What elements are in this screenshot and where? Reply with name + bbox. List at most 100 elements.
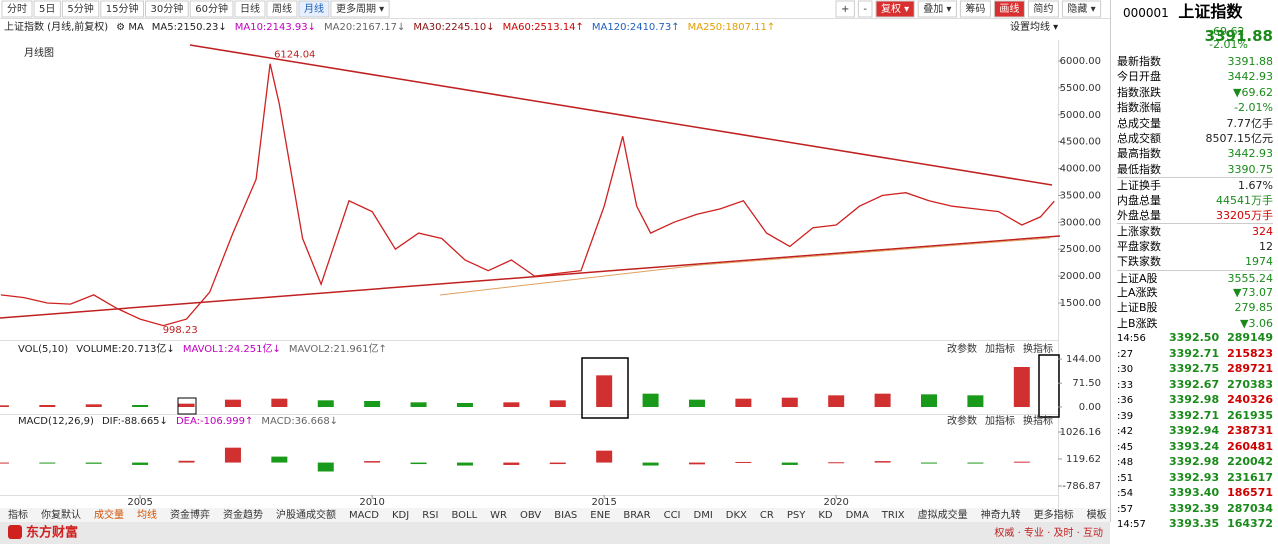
period-tab[interactable]: 30分钟 bbox=[150, 2, 183, 15]
panel-button[interactable]: 换指标 bbox=[1023, 414, 1053, 427]
x-tick-label: 2010 bbox=[359, 497, 384, 508]
indicator-tab[interactable]: CR bbox=[760, 510, 774, 521]
legend-item: DIF:-88.665↓ bbox=[102, 416, 168, 427]
quote-row: :33 3392.67 270383 bbox=[1117, 377, 1273, 392]
indicator-tab[interactable]: KDJ bbox=[392, 510, 409, 521]
period-tab[interactable]: 60分钟 bbox=[195, 2, 228, 15]
legend-item: MAVOL2:21.961亿↑ bbox=[289, 342, 387, 355]
quote-row: 3391.88 bbox=[1117, 29, 1273, 44]
quote-row: 最低指数 3390.75 bbox=[1117, 162, 1273, 177]
tool-button[interactable]: 画线 bbox=[999, 2, 1019, 15]
panel-button[interactable]: 改参数 bbox=[947, 342, 977, 355]
indicator-tab[interactable]: PSY bbox=[787, 510, 806, 521]
tool-button[interactable]: - bbox=[863, 4, 867, 15]
indicator-tab[interactable]: 成交量 bbox=[94, 508, 124, 521]
ma-settings[interactable]: 设置均线 ▾ bbox=[1010, 20, 1058, 33]
indicator-tab[interactable]: TRIX bbox=[881, 510, 905, 521]
tool-box bbox=[1027, 0, 1059, 18]
period-tab[interactable]: 周线 bbox=[272, 2, 292, 15]
indicator-tab[interactable]: CCI bbox=[664, 510, 681, 521]
indicator-tab[interactable]: BRAR bbox=[623, 510, 650, 521]
tool-button[interactable]: 复权 ▾ bbox=[881, 2, 909, 15]
quote-text: 000001 bbox=[1123, 6, 1169, 20]
legend-item: MACD:36.668↓ bbox=[261, 416, 338, 427]
quote-text: 内盘总量 bbox=[1117, 193, 1161, 207]
period-tab[interactable]: 15分钟 bbox=[106, 2, 139, 15]
panel-label: 月线图 bbox=[24, 46, 54, 59]
quote-text: 上A涨跌 bbox=[1117, 286, 1158, 299]
indicator-tab[interactable]: DMI bbox=[694, 510, 713, 521]
y-tick-label: 3500.00 bbox=[1060, 190, 1101, 201]
macd-bar bbox=[1013, 461, 1030, 463]
indicator-tab[interactable]: 模板 bbox=[1087, 508, 1107, 521]
y-tick-label: 1500.00 bbox=[1060, 298, 1101, 309]
quote-text: 289149 bbox=[1227, 331, 1273, 344]
quote-text: 44541万手 bbox=[1216, 193, 1273, 207]
macd-bar bbox=[0, 462, 9, 464]
quote-text: 今日开盘 bbox=[1117, 70, 1161, 84]
panel-button[interactable]: 加指标 bbox=[985, 414, 1015, 427]
quote-text: 231617 bbox=[1227, 470, 1273, 484]
period-tab[interactable]: 月线 bbox=[304, 2, 324, 15]
tool-button[interactable]: 简约 bbox=[1033, 2, 1053, 15]
period-tab[interactable]: 日线 bbox=[240, 2, 260, 15]
quote-text: 3392.39 bbox=[1169, 501, 1220, 515]
macd-bar bbox=[828, 462, 845, 464]
indicator-tab[interactable]: MACD bbox=[349, 510, 379, 521]
y-tick-label: 2500.00 bbox=[1060, 244, 1101, 255]
quote-row: 指数涨幅 -2.01% bbox=[1117, 100, 1273, 115]
legend-item: MA60:2513.14↑ bbox=[503, 22, 584, 33]
quote-row: 上证B股 279.85 bbox=[1117, 300, 1273, 315]
tab-box bbox=[61, 0, 100, 18]
y-tick-label: 144.00 bbox=[1066, 354, 1101, 365]
indicator-tab[interactable]: RSI bbox=[422, 510, 438, 521]
indicator-tab[interactable]: 虚拟成交量 bbox=[918, 508, 968, 521]
tool-button[interactable]: + bbox=[841, 4, 849, 15]
indicator-tab[interactable]: 资金趋势 bbox=[223, 508, 263, 521]
legend-item: MA30:2245.10↓ bbox=[413, 22, 494, 33]
quote-text: 3392.98 bbox=[1169, 455, 1220, 468]
period-tab[interactable]: 分时 bbox=[7, 3, 27, 15]
quote-text: 3391.88 bbox=[1227, 55, 1274, 68]
indicator-tab[interactable]: WR bbox=[490, 510, 507, 521]
quote-text: 总成交量 bbox=[1117, 116, 1161, 130]
legend-item: 上证指数 (月线,前复权) bbox=[4, 20, 108, 33]
tool-box bbox=[993, 0, 1025, 18]
indicator-tab[interactable]: 指标 bbox=[8, 508, 28, 521]
volume-bar bbox=[364, 401, 381, 407]
indicator-tab[interactable]: 更多指标 bbox=[1034, 508, 1074, 521]
quote-text: -2.01% bbox=[1234, 101, 1273, 115]
period-tab[interactable]: 5分钟 bbox=[67, 2, 93, 15]
quote-row: 上证换手 1.67% bbox=[1117, 177, 1273, 193]
quote-row: 总成交额 8507.15亿元 bbox=[1117, 131, 1273, 146]
panel-button[interactable]: 换指标 bbox=[1023, 342, 1053, 355]
tab-box bbox=[100, 0, 144, 18]
indicator-tab[interactable]: ENE bbox=[590, 510, 610, 521]
indicator-tab[interactable]: 资金博弈 bbox=[170, 508, 210, 521]
period-tab[interactable]: 5日 bbox=[39, 4, 55, 15]
quote-text: 指数涨跌 bbox=[1117, 85, 1161, 99]
tool-button[interactable]: 叠加 ▾ bbox=[923, 3, 951, 15]
indicator-tab[interactable]: BIAS bbox=[554, 510, 577, 521]
macd-bar bbox=[688, 462, 705, 465]
tool-button[interactable]: 筹码 bbox=[965, 2, 985, 15]
indicator-tab[interactable]: BOLL bbox=[451, 510, 477, 521]
indicator-tab[interactable]: DKX bbox=[726, 510, 747, 521]
panel-button[interactable]: 加指标 bbox=[985, 342, 1015, 355]
volume-bar bbox=[735, 398, 752, 407]
indicator-tab[interactable]: 你复默认 bbox=[41, 508, 81, 521]
indicator-tab[interactable]: 沪股通成交额 bbox=[276, 508, 336, 521]
quote-text: 3442.93 bbox=[1227, 70, 1274, 84]
indicator-tab[interactable]: 均线 bbox=[137, 508, 157, 521]
legend-item: DEA:-106.999↑ bbox=[176, 416, 253, 427]
y-tick-label: 6000.00 bbox=[1060, 56, 1101, 67]
quote-text: 3393.35 bbox=[1169, 517, 1220, 530]
panel-button[interactable]: 改参数 bbox=[947, 414, 977, 427]
period-tab[interactable]: 更多周期 ▾ bbox=[336, 2, 384, 15]
quote-text: :33 bbox=[1117, 379, 1134, 391]
indicator-tab[interactable]: DMA bbox=[846, 510, 869, 521]
indicator-tab[interactable]: OBV bbox=[520, 510, 541, 521]
indicator-tab[interactable]: 神奇九转 bbox=[981, 508, 1021, 521]
tool-button[interactable]: 隐藏 ▾ bbox=[1067, 3, 1095, 15]
indicator-tab[interactable]: KD bbox=[818, 510, 833, 521]
